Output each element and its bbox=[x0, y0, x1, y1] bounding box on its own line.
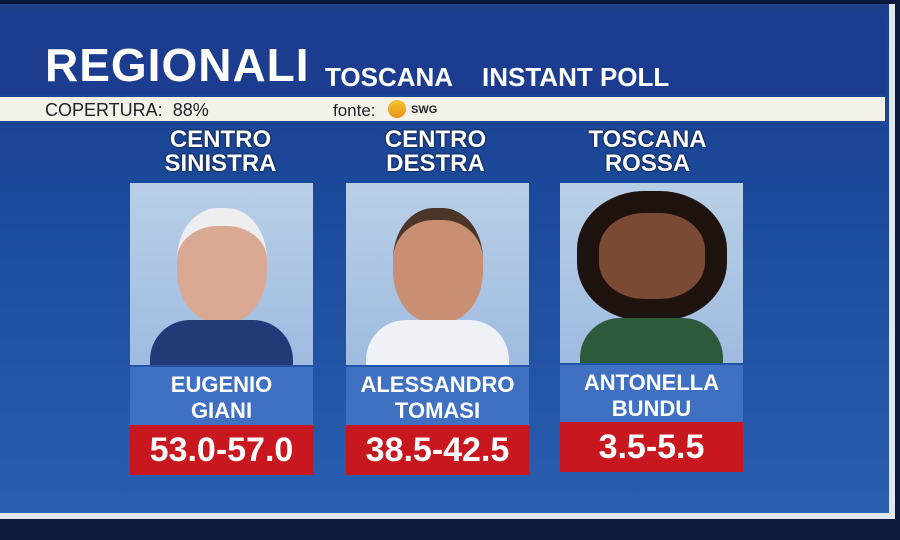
info-bar bbox=[0, 97, 885, 121]
source-label: fonte: bbox=[333, 101, 376, 120]
region: TOSCANA bbox=[325, 62, 454, 92]
candidate-name: ANTONELLA BUNDU bbox=[560, 365, 743, 423]
vote-range: 53.0-57.0 bbox=[130, 425, 313, 475]
candidate-name: EUGENIO GIANI bbox=[130, 367, 313, 425]
coalition: TOSCANA ROSSA bbox=[588, 126, 707, 177]
candidate-name: ALESSANDRO TOMASI bbox=[346, 367, 529, 425]
candidate-photo bbox=[130, 183, 313, 365]
vote-range: 3.5-5.5 bbox=[560, 422, 743, 472]
source: SWG bbox=[411, 104, 438, 116]
title: REGIONALI bbox=[45, 39, 310, 91]
swg-logo-icon bbox=[388, 100, 406, 118]
subtitle: INSTANT POLL bbox=[482, 62, 670, 92]
vote-range: 38.5-42.5 bbox=[346, 425, 529, 475]
candidate-photo bbox=[560, 183, 743, 363]
coalition: CENTRO SINISTRA bbox=[164, 126, 277, 177]
title-bar bbox=[0, 10, 885, 94]
coalition: CENTRO DESTRA bbox=[384, 126, 487, 177]
coverage: COPERTURA: 88% bbox=[45, 100, 209, 120]
candidate-photo bbox=[346, 183, 529, 365]
